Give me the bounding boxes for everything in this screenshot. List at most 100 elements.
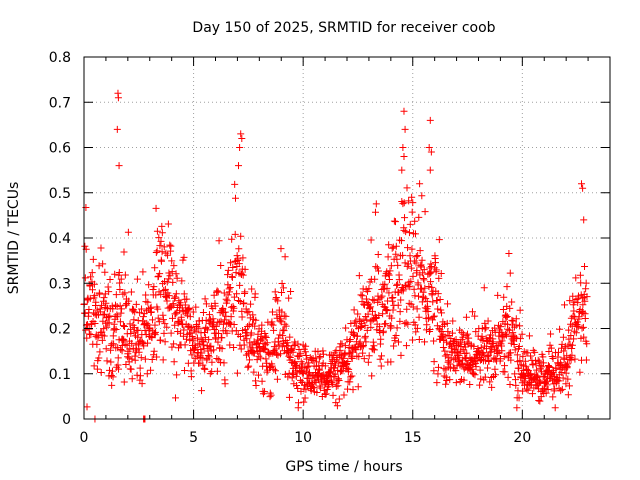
data-point — [128, 339, 136, 347]
data-point — [156, 336, 164, 344]
data-point — [539, 359, 547, 367]
data-point — [498, 347, 506, 355]
data-point — [157, 237, 165, 245]
data-point — [459, 333, 467, 341]
data-point — [512, 315, 520, 323]
data-point — [299, 360, 307, 368]
data-point — [116, 302, 124, 310]
data-point — [519, 352, 527, 360]
data-point — [426, 116, 434, 124]
data-point — [172, 290, 180, 298]
data-point — [285, 294, 293, 302]
data-point — [374, 250, 382, 258]
data-point — [128, 355, 136, 363]
data-point — [334, 382, 342, 390]
data-point — [299, 369, 307, 377]
data-point — [127, 330, 135, 338]
data-point — [103, 357, 111, 365]
data-point — [580, 216, 588, 224]
data-point — [391, 337, 399, 345]
data-point — [277, 245, 285, 253]
data-point — [506, 269, 514, 277]
data-point — [112, 301, 120, 309]
data-point — [396, 317, 404, 325]
data-point — [484, 317, 492, 325]
data-point — [404, 282, 412, 290]
y-axis-label: SRMTID / TECUs — [6, 182, 22, 295]
data-point — [372, 263, 380, 271]
data-point — [390, 217, 398, 225]
data-point — [91, 319, 99, 327]
data-point — [98, 336, 106, 344]
data-point — [510, 341, 518, 349]
data-point — [362, 338, 370, 346]
data-point — [239, 271, 247, 279]
data-point — [401, 320, 409, 328]
y-tick-label: 0.5 — [49, 186, 71, 202]
data-point — [583, 293, 591, 301]
data-point — [444, 328, 452, 336]
data-point — [427, 148, 435, 156]
data-point — [462, 313, 470, 321]
data-point — [158, 257, 166, 265]
data-point — [402, 228, 410, 236]
data-point — [554, 348, 562, 356]
data-point — [460, 365, 468, 373]
data-point — [364, 358, 372, 366]
data-point — [81, 242, 89, 250]
data-point — [416, 247, 424, 255]
data-point — [378, 352, 386, 360]
axis-ticks — [83, 56, 610, 420]
data-point — [442, 373, 450, 381]
data-point — [140, 342, 148, 350]
data-point — [166, 272, 174, 280]
data-point — [209, 315, 217, 323]
data-point — [443, 319, 451, 327]
data-point — [310, 384, 318, 392]
data-point — [493, 350, 501, 358]
data-point — [211, 302, 219, 310]
data-point — [231, 180, 239, 188]
data-point — [152, 328, 160, 336]
data-point — [180, 253, 188, 261]
data-point — [105, 366, 113, 374]
data-point — [187, 347, 195, 355]
data-point — [119, 335, 127, 343]
data-point — [425, 314, 433, 322]
data-point — [159, 316, 167, 324]
data-point — [142, 330, 150, 338]
data-point — [429, 313, 437, 321]
data-point — [213, 287, 221, 295]
data-point — [461, 343, 469, 351]
data-point — [210, 346, 218, 354]
data-point — [353, 332, 361, 340]
data-point — [238, 271, 246, 279]
data-point — [407, 277, 415, 285]
data-point — [546, 341, 554, 349]
data-point — [511, 346, 519, 354]
data-point — [348, 354, 356, 362]
data-point — [556, 325, 564, 333]
data-point — [465, 362, 473, 370]
data-point — [113, 302, 121, 310]
data-point — [503, 312, 511, 320]
data-point — [426, 326, 434, 334]
data-point — [358, 322, 366, 330]
data-point — [303, 363, 311, 371]
data-point — [435, 274, 443, 282]
data-point — [240, 341, 248, 349]
data-point — [439, 343, 447, 351]
data-point — [148, 355, 156, 363]
data-point — [117, 309, 125, 317]
data-point — [135, 348, 143, 356]
data-point — [267, 391, 275, 399]
data-point — [441, 333, 449, 341]
data-point — [230, 304, 238, 312]
data-point — [392, 242, 400, 250]
data-point — [427, 263, 435, 271]
data-point — [154, 305, 162, 313]
data-point — [552, 364, 560, 372]
data-point — [424, 307, 432, 315]
data-point — [146, 304, 154, 312]
data-point — [344, 358, 352, 366]
